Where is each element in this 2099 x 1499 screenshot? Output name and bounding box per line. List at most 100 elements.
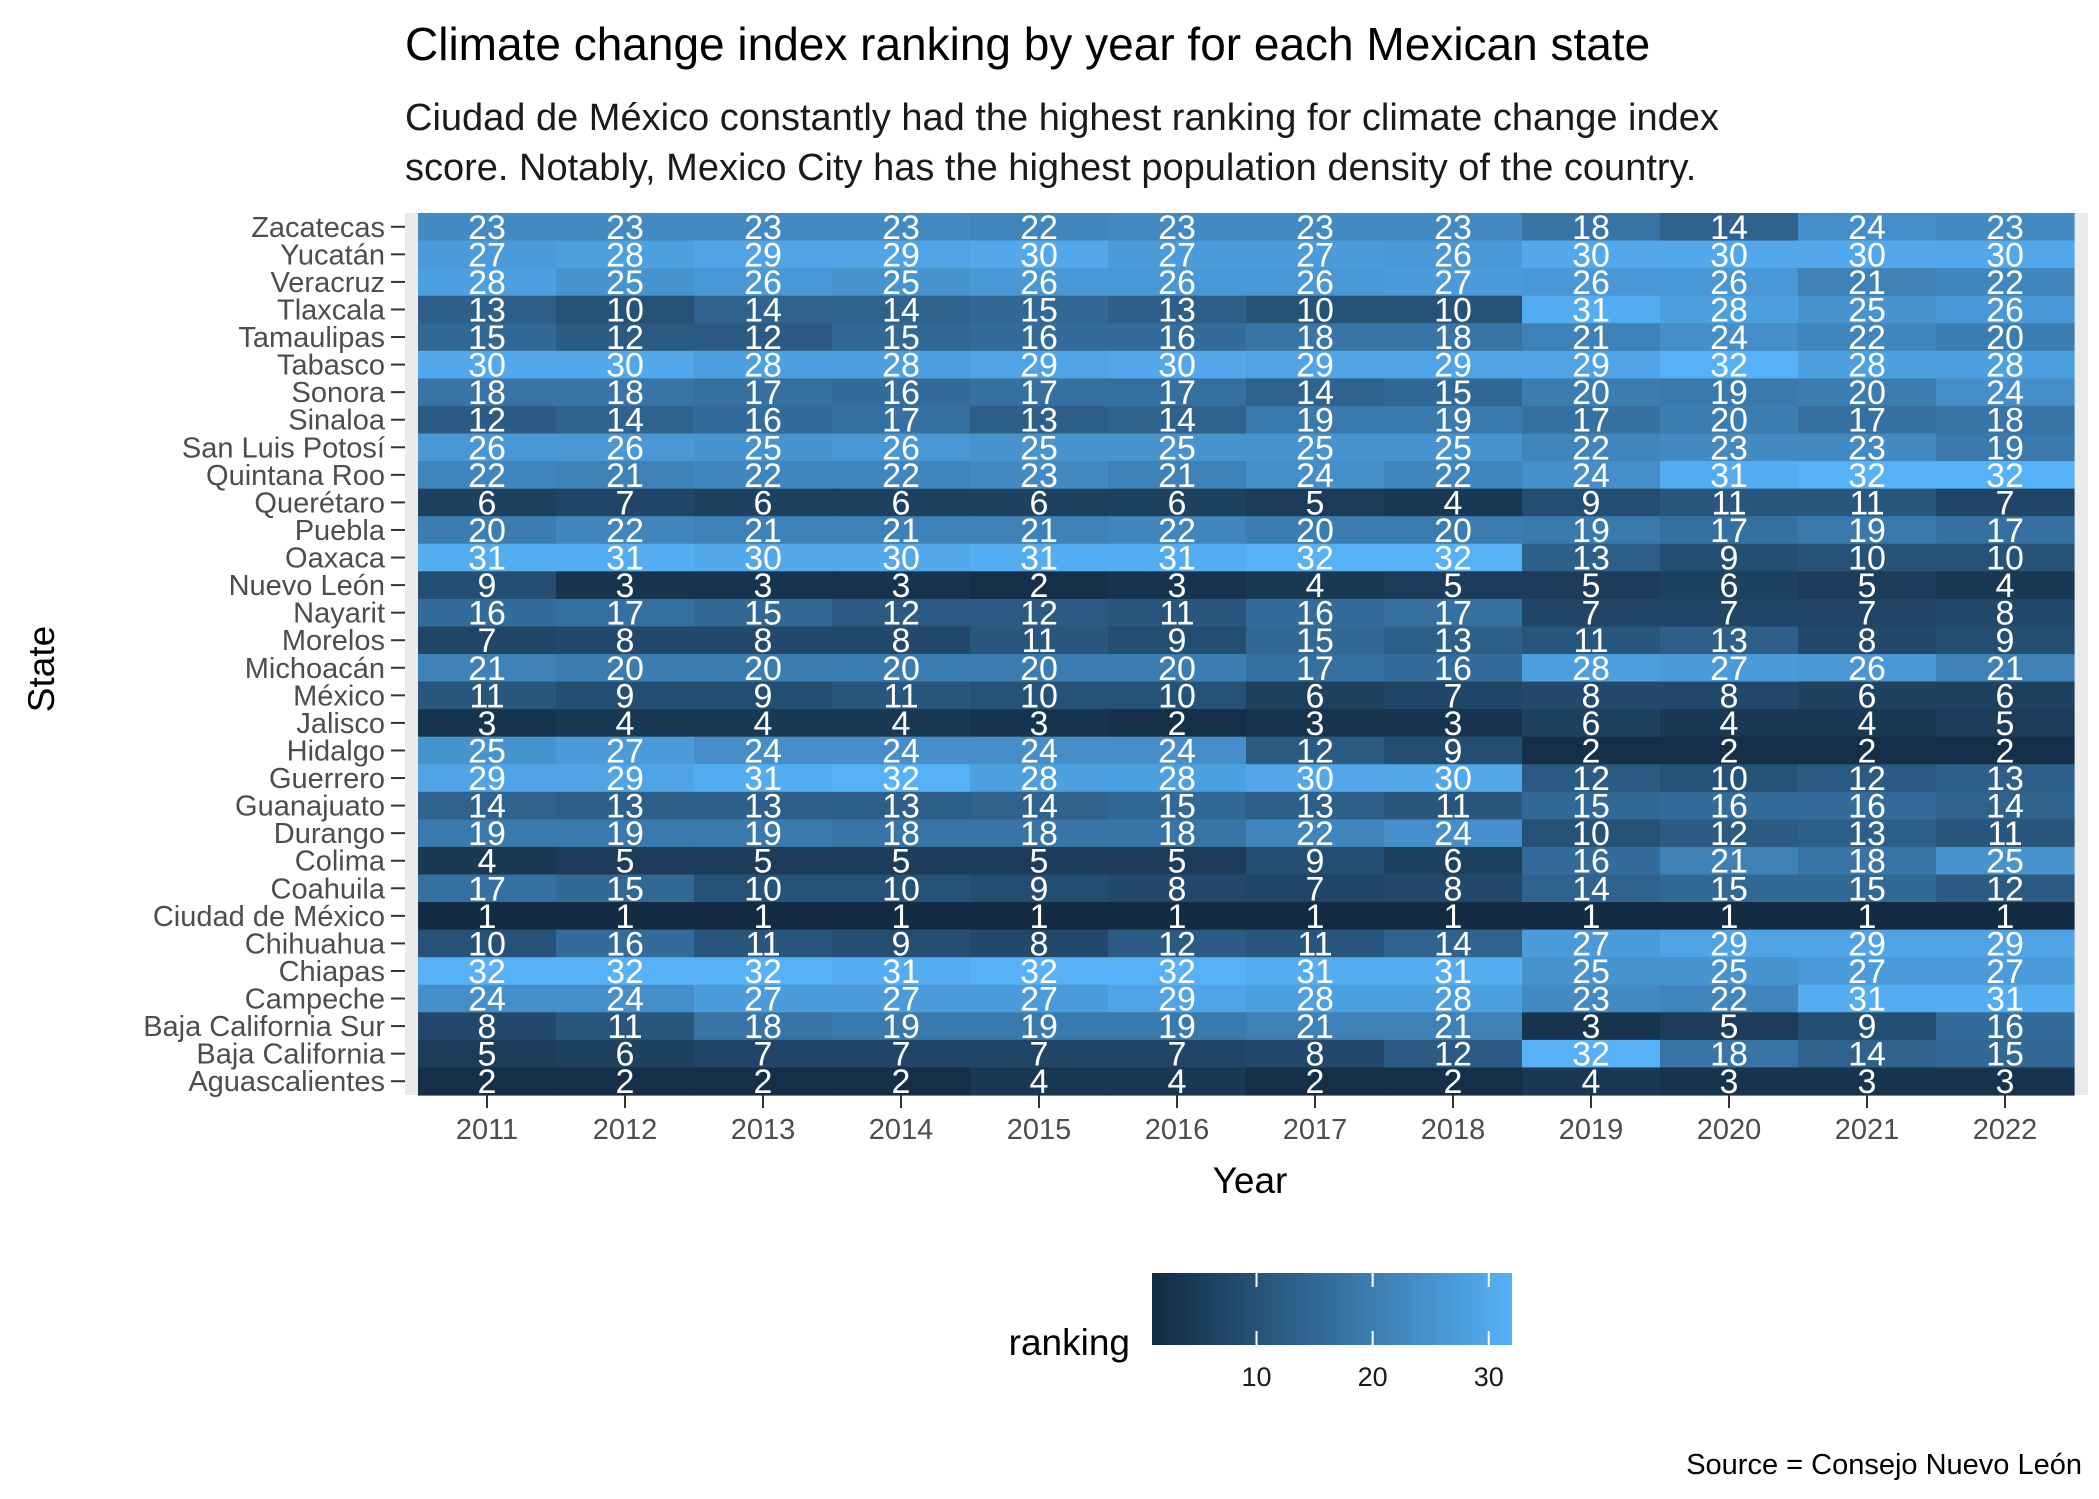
cell-value-label: 1 xyxy=(1168,898,1187,936)
heatmap-cell xyxy=(1798,461,1937,490)
heatmap-cell xyxy=(970,461,1109,490)
cell-value-label: 20 xyxy=(1158,650,1196,688)
heatmap-cell xyxy=(1660,764,1799,793)
heatmap-cell xyxy=(1798,764,1937,793)
heatmap-cell xyxy=(1246,902,1385,931)
cell-value-label: 6 xyxy=(1168,484,1187,522)
heatmap-cell xyxy=(556,378,695,407)
heatmap-cell xyxy=(832,295,971,324)
heatmap-cell xyxy=(1660,598,1799,628)
heatmap-cell xyxy=(1660,433,1799,462)
heatmap-cell xyxy=(1798,543,1937,572)
cell-value-label: 4 xyxy=(754,705,773,743)
heatmap-cell xyxy=(1660,929,1799,958)
x-tick-label: 2012 xyxy=(593,1114,658,1146)
heatmap-cell xyxy=(832,791,971,820)
heatmap-cell xyxy=(694,709,833,738)
x-tick-label: 2011 xyxy=(456,1114,518,1146)
heatmap-cell xyxy=(832,488,971,517)
heatmap-cell xyxy=(556,709,695,738)
heatmap-cell xyxy=(556,1039,695,1069)
y-tick-label: Baja California Sur xyxy=(143,1011,385,1043)
cell-value-label: 2 xyxy=(1030,567,1049,605)
heatmap-cell xyxy=(1522,819,1661,848)
heatmap-cell xyxy=(1798,598,1937,628)
cell-value-label: 23 xyxy=(744,209,782,247)
heatmap-cell xyxy=(1936,764,2075,793)
heatmap-cell xyxy=(556,846,695,876)
heatmap-cell xyxy=(1108,405,1247,435)
heatmap-cell xyxy=(1660,1039,1799,1069)
cell-value-label: 26 xyxy=(1158,264,1196,302)
cell-value-label: 17 xyxy=(606,595,644,633)
heatmap-cell xyxy=(1660,654,1799,683)
heatmap-cell xyxy=(1798,902,1937,931)
heatmap-cell xyxy=(1936,874,2075,903)
heatmap-cell xyxy=(694,433,833,462)
cell-value-label: 10 xyxy=(1020,677,1058,715)
heatmap-cell xyxy=(694,929,833,958)
cell-value-label: 23 xyxy=(1296,209,1334,247)
heatmap-cell xyxy=(1384,626,1523,655)
heatmap-cell xyxy=(694,819,833,848)
cell-value-label: 29 xyxy=(1020,347,1058,385)
heatmap-cell xyxy=(556,543,695,572)
heatmap-cell xyxy=(832,626,971,655)
cell-value-label: 2 xyxy=(892,1063,911,1101)
heatmap-cell xyxy=(1108,736,1247,765)
heatmap-cell xyxy=(970,323,1109,352)
cell-value-label: 22 xyxy=(1158,512,1196,550)
heatmap-cell xyxy=(1936,488,2075,517)
heatmap-cell xyxy=(556,268,695,297)
cell-value-label: 1 xyxy=(1720,898,1739,936)
heatmap-cell xyxy=(1798,213,1937,242)
heatmap-cell xyxy=(1522,654,1661,683)
heatmap-cell xyxy=(418,874,557,903)
heatmap-cell xyxy=(1798,350,1937,379)
cell-value-label: 23 xyxy=(606,209,644,247)
heatmap-cell xyxy=(1246,654,1385,683)
heatmap-cell xyxy=(1936,433,2075,462)
heatmap-cell xyxy=(970,213,1109,242)
heatmap-cell xyxy=(1936,1012,2075,1041)
cell-value-label: 19 xyxy=(1296,402,1334,440)
cell-value-label: 3 xyxy=(478,705,497,743)
heatmap-cell xyxy=(1936,736,2075,765)
cell-value-label: 22 xyxy=(1296,815,1334,853)
cell-value-label: 26 xyxy=(1296,264,1334,302)
cell-value-label: 5 xyxy=(1996,705,2015,743)
cell-value-label: 3 xyxy=(892,567,911,605)
cell-value-label: 1 xyxy=(1858,898,1877,936)
heatmap-cell xyxy=(832,846,971,876)
y-tick-label: Puebla xyxy=(295,515,386,547)
cell-value-label: 22 xyxy=(1434,457,1472,495)
cell-value-label: 4 xyxy=(1168,1063,1187,1101)
heatmap-cell xyxy=(556,516,695,545)
cell-value-label: 17 xyxy=(1434,595,1472,633)
heatmap-cell xyxy=(1246,268,1385,297)
cell-value-label: 13 xyxy=(468,291,506,329)
cell-value-label: 19 xyxy=(606,815,644,853)
heatmap-cell xyxy=(418,598,557,628)
cell-value-label: 21 xyxy=(1572,319,1610,357)
cell-value-label: 30 xyxy=(1296,760,1334,798)
cell-value-label: 2 xyxy=(1168,705,1187,743)
cell-value-label: 6 xyxy=(754,484,773,522)
cell-value-label: 13 xyxy=(1296,788,1334,826)
heatmap-cell xyxy=(694,240,833,269)
heatmap-cell xyxy=(832,1067,971,1096)
cell-value-label: 28 xyxy=(1572,650,1610,688)
heatmap-cell xyxy=(1660,819,1799,848)
cell-value-label: 29 xyxy=(606,760,644,798)
heatmap-cell xyxy=(418,846,557,876)
heatmap-cell xyxy=(832,240,971,269)
cell-value-label: 5 xyxy=(1030,843,1049,881)
heatmap-cell xyxy=(694,571,833,600)
cell-value-label: 19 xyxy=(1848,512,1886,550)
cell-value-label: 18 xyxy=(606,374,644,412)
cell-value-label: 29 xyxy=(1710,925,1748,963)
cell-value-label: 29 xyxy=(1296,347,1334,385)
cell-value-label: 1 xyxy=(1306,898,1325,936)
heatmap-cell xyxy=(556,461,695,490)
heatmap-cell xyxy=(1384,268,1523,297)
